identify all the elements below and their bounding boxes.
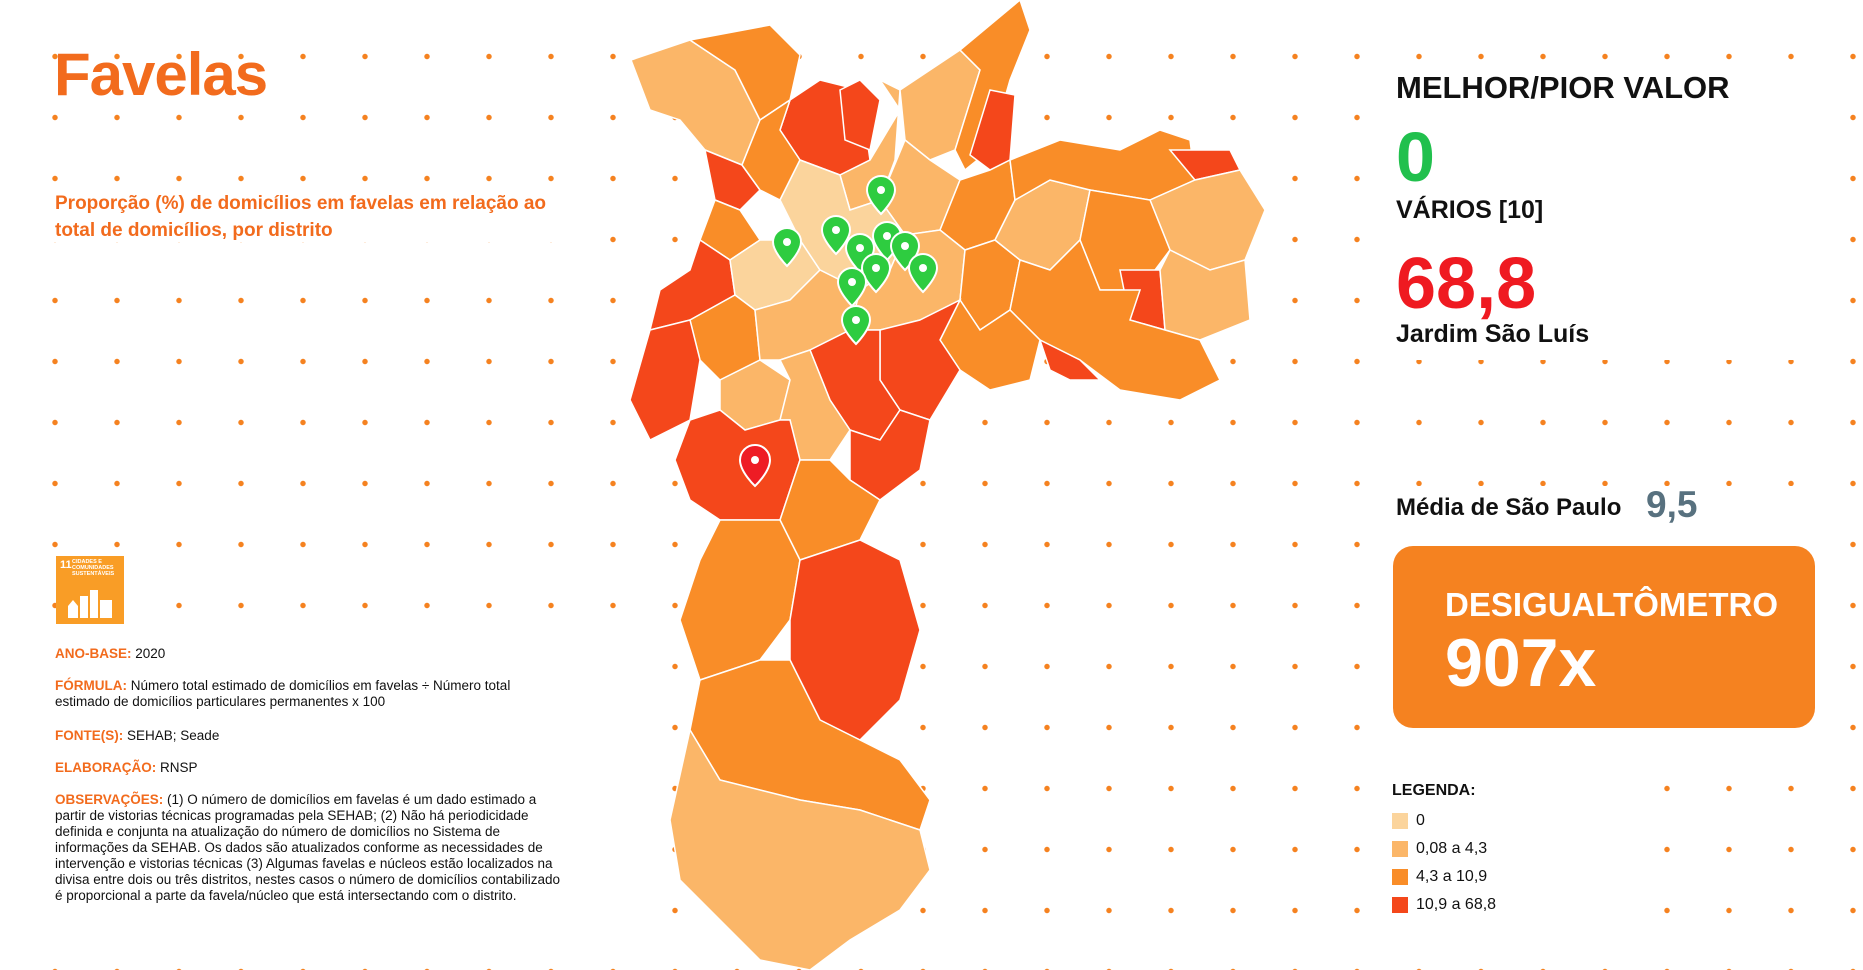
ano-base-value: 2020 [135, 646, 166, 661]
district[interactable] [1159, 248, 1251, 341]
observacoes-label: OBSERVAÇÕES: [55, 792, 164, 807]
sdg-text: CIDADES E COMUNIDADES SUSTENTÁVEIS [72, 559, 115, 577]
legend-label: 4,3 a 10,9 [1416, 868, 1488, 885]
sao-paulo-district-map [630, 0, 1266, 970]
average-value: 9,5 [1646, 484, 1698, 525]
fontes-label: FONTE(S): [55, 728, 124, 743]
elaboracao-label: ELABORAÇÃO: [55, 760, 157, 775]
legend-swatch [1392, 869, 1408, 885]
ano-base-row: ANO-BASE: 2020 [55, 646, 565, 662]
elaboracao-value: RNSP [160, 760, 198, 775]
district[interactable] [703, 148, 761, 211]
fontes-row: FONTE(S): SEHAB; Seade [55, 728, 565, 744]
inequality-label: DESIGUALTÔMETRO [1445, 586, 1779, 623]
sdg-11-badge: 11 CIDADES E COMUNIDADES SUSTENTÁVEIS [56, 556, 124, 624]
district[interactable] [674, 409, 801, 521]
legend-label: 0,08 a 4,3 [1416, 840, 1488, 857]
legend-swatch [1392, 813, 1408, 829]
fontes-value: SEHAB; Seade [127, 728, 220, 743]
legend-label: 10,9 a 68,8 [1416, 896, 1497, 913]
observacoes-row: OBSERVAÇÕES: (1) O número de domicílios … [55, 792, 565, 904]
best-value: 0 [1396, 118, 1435, 196]
page-title: Favelas [54, 41, 268, 108]
legend-title: LEGENDA: [1392, 782, 1476, 799]
legend-swatch [1392, 841, 1408, 857]
best-worst-title: MELHOR/PIOR VALOR [1396, 70, 1730, 105]
observacoes-value: (1) O número de domicílios em favelas é … [55, 792, 561, 903]
ano-base-label: ANO-BASE: [55, 646, 132, 661]
sdg-number: 11 [60, 559, 72, 571]
worst-value: 68,8 [1396, 244, 1537, 324]
formula-row: FÓRMULA: Número total estimado de domicí… [55, 678, 565, 710]
inequality-meter-box: DESIGUALTÔMETRO 907x [1393, 546, 1815, 728]
district[interactable] [789, 539, 921, 741]
legend-label: 0 [1416, 812, 1425, 829]
city-buildings-icon [68, 590, 112, 618]
district[interactable] [669, 728, 931, 970]
average-label: Média de São Paulo [1396, 494, 1622, 521]
formula-label: FÓRMULA: [55, 678, 127, 693]
district[interactable] [839, 79, 881, 152]
formula-value: Número total estimado de domicílios em f… [55, 678, 511, 709]
indicator-description: Proporção (%) de domicílios em favelas e… [55, 193, 547, 241]
elaboracao-row: ELABORAÇÃO: RNSP [55, 760, 565, 776]
district[interactable] [679, 519, 801, 681]
best-label: VÁRIOS [10] [1396, 196, 1544, 224]
inequality-value: 907x [1445, 625, 1597, 701]
district[interactable] [1038, 338, 1102, 381]
legend-swatch [1392, 897, 1408, 913]
worst-label: Jardim São Luís [1396, 320, 1590, 348]
